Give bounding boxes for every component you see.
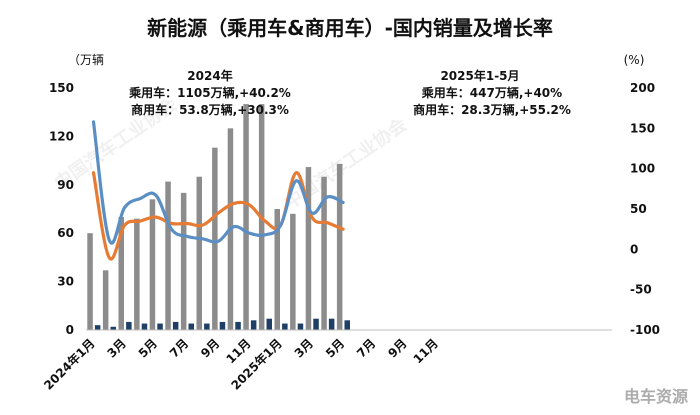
bar-navy <box>235 321 241 330</box>
left-tick-label: 150 <box>49 81 74 95</box>
bar-gray <box>243 104 249 330</box>
bar-navy <box>328 318 335 330</box>
bar-navy <box>172 321 179 330</box>
bar-gray <box>102 270 109 330</box>
bar-gray <box>321 176 327 330</box>
bar-gray <box>212 147 218 330</box>
left-tick-label: 90 <box>57 178 74 192</box>
right-tick-label: 50 <box>630 202 647 216</box>
x-tick-label: 3月 <box>292 336 316 360</box>
bar-navy <box>266 318 272 330</box>
bar-gray <box>196 176 202 330</box>
annotation-2025: 2025年1-5月 乘用车：447万辆,+40% 商用车：28.3万辆,+55.… <box>413 68 571 117</box>
x-tick-label: 7月 <box>354 336 378 360</box>
bar-navy <box>157 323 163 330</box>
annotation-2025-heading: 2025年1-5月 <box>440 68 519 83</box>
right-tick-label: 100 <box>630 162 655 176</box>
left-tick-label: 30 <box>57 275 74 289</box>
left-tick-label: 60 <box>57 226 74 240</box>
right-tick-label: -100 <box>630 323 660 337</box>
left-tick-label: 120 <box>49 129 74 143</box>
left-axis-unit: （万辆 <box>68 53 104 67</box>
bar-gray <box>274 209 280 330</box>
bar-gray <box>149 199 156 330</box>
bar-gray <box>305 167 312 330</box>
right-tick-label: 200 <box>630 81 655 95</box>
bar-navy <box>141 323 148 330</box>
bar-navy <box>204 323 210 330</box>
annotation-2024-heading: 2024年 <box>187 68 232 83</box>
bar-navy <box>313 318 319 330</box>
line-orange <box>91 171 345 261</box>
right-axis-unit: (%) <box>624 53 645 67</box>
bar-navy <box>94 325 101 330</box>
chart-title: 新能源（乘用车&商用车）-国内销量及增长率 <box>147 16 553 40</box>
bar-navy <box>297 323 304 330</box>
bar-gray <box>134 218 140 330</box>
bar-gray <box>87 233 93 330</box>
annotation-2024-commercial: 商用车：53.8万辆,+30.3% <box>131 102 289 117</box>
left-axis: 0 30 60 90 120 150 <box>49 81 74 337</box>
bar-navy <box>188 323 194 330</box>
bar-navy <box>110 326 116 330</box>
left-tick-label: 0 <box>66 323 74 337</box>
x-tick-label: 5月 <box>136 336 160 360</box>
bar-gray <box>290 213 296 330</box>
corner-watermark: 电车资源 <box>624 387 688 406</box>
bar-navy <box>344 320 350 330</box>
x-tick-label: 9月 <box>385 336 409 360</box>
x-tick-label: 3月 <box>105 336 129 360</box>
line-layer <box>91 120 345 261</box>
x-tick-label: 9月 <box>198 336 222 360</box>
bar-navy <box>219 321 226 330</box>
x-tick-label: 2024年1月 <box>41 336 98 393</box>
bar-navy <box>282 323 288 330</box>
bar-gray <box>118 217 124 330</box>
bar-gray <box>180 192 187 330</box>
x-tick-label: 5月 <box>323 336 347 360</box>
bar-navy <box>250 320 257 330</box>
x-tick-label: 11月 <box>411 336 441 366</box>
bar-navy <box>126 321 132 330</box>
right-tick-label: -50 <box>630 283 652 297</box>
annotation-2024-passenger: 乘用车：1105万辆,+40.2% <box>128 85 291 100</box>
annotation-2025-passenger: 乘用车：447万辆,+40% <box>421 85 562 100</box>
watermark-text-2: 中国汽车工业协会 <box>280 113 411 214</box>
annotation-2024: 2024年 乘用车：1105万辆,+40.2% 商用车：53.8万辆,+30.3… <box>128 68 291 117</box>
annotation-2025-commercial: 商用车：28.3万辆,+55.2% <box>413 102 571 117</box>
x-tick-label: 7月 <box>167 336 191 360</box>
line-blue <box>91 120 345 245</box>
bar-gray <box>165 181 171 330</box>
right-axis: -100 -50 0 50 100 150 200 <box>630 81 660 337</box>
bar-gray <box>336 163 343 330</box>
right-tick-label: 150 <box>630 121 655 135</box>
right-tick-label: 0 <box>630 242 638 256</box>
